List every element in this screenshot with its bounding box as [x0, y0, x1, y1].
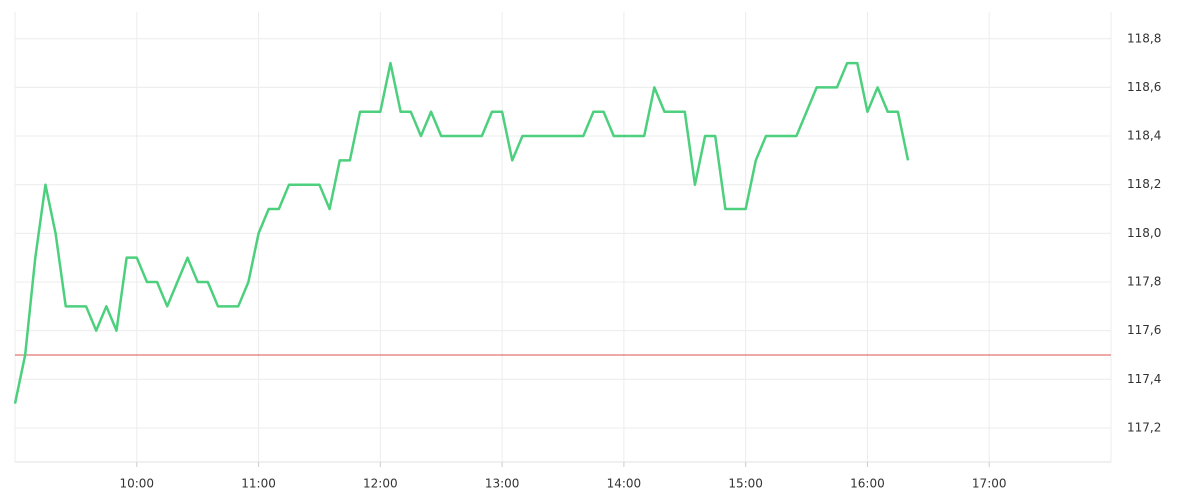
x-tick-label: 15:00: [728, 477, 763, 491]
x-tick-label: 12:00: [363, 477, 398, 491]
x-tick-label: 16:00: [850, 477, 885, 491]
y-tick-label: 118,6: [1127, 80, 1161, 94]
x-tick-label: 11:00: [241, 477, 276, 491]
y-tick-label: 118,2: [1127, 177, 1161, 191]
x-tick-label: 13:00: [485, 477, 520, 491]
y-tick-label: 117,8: [1127, 275, 1161, 289]
y-tick-label: 117,2: [1127, 420, 1161, 434]
y-tick-label: 117,4: [1127, 372, 1161, 386]
price-line: [13, 61, 910, 404]
y-tick-label: 118,4: [1127, 129, 1161, 143]
x-tick-label: 17:00: [972, 477, 1007, 491]
x-tick-label: 14:00: [607, 477, 642, 491]
x-tick-label: 10:00: [119, 477, 154, 491]
y-tick-label: 118,8: [1127, 31, 1161, 45]
y-tick-label: 117,6: [1127, 323, 1161, 337]
y-tick-label: 118,0: [1127, 226, 1161, 240]
